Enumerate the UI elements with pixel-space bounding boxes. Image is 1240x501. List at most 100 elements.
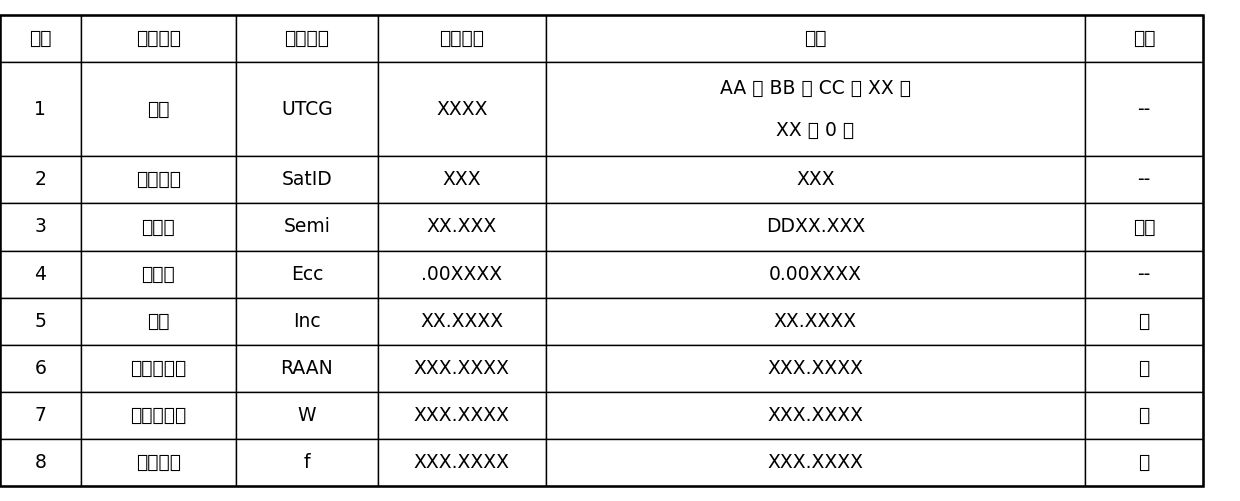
Text: SatID: SatID — [281, 170, 332, 189]
Text: 卫星编号: 卫星编号 — [135, 170, 181, 189]
Text: 度: 度 — [1138, 359, 1149, 378]
Bar — [546, 15, 1085, 62]
Bar — [546, 345, 1085, 392]
Bar — [0, 345, 81, 392]
Bar — [1085, 250, 1203, 298]
Bar — [236, 298, 378, 345]
Text: 1: 1 — [35, 100, 46, 119]
Text: 参数名称: 参数名称 — [135, 29, 181, 48]
Bar — [546, 62, 1085, 156]
Text: 偏心率: 偏心率 — [141, 265, 175, 284]
Bar — [0, 156, 81, 203]
Bar — [0, 62, 81, 156]
Text: UTCG: UTCG — [281, 100, 332, 119]
Bar — [0, 250, 81, 298]
Text: 6: 6 — [35, 359, 46, 378]
Text: AA 年 BB 月 CC 日 XX 时: AA 年 BB 月 CC 日 XX 时 — [719, 79, 911, 98]
Bar — [81, 345, 236, 392]
Bar — [378, 250, 546, 298]
Text: XXXX: XXXX — [436, 100, 487, 119]
Text: XXX.XXXX: XXX.XXXX — [768, 359, 863, 378]
Bar — [81, 392, 236, 439]
Bar — [236, 439, 378, 486]
Bar — [1085, 392, 1203, 439]
Bar — [1085, 439, 1203, 486]
Text: 度: 度 — [1138, 453, 1149, 472]
Bar — [1085, 298, 1203, 345]
Bar — [0, 15, 81, 62]
Text: 度: 度 — [1138, 312, 1149, 331]
Bar — [378, 392, 546, 439]
Bar — [81, 439, 236, 486]
Text: 升交点赤经: 升交点赤经 — [130, 359, 186, 378]
Bar — [378, 345, 546, 392]
Text: 单位: 单位 — [1132, 29, 1156, 48]
Bar — [236, 156, 378, 203]
Bar — [1085, 345, 1203, 392]
Text: XXX.XXXX: XXX.XXXX — [768, 406, 863, 425]
Bar — [546, 203, 1085, 250]
Bar — [378, 298, 546, 345]
Text: 5: 5 — [35, 312, 46, 331]
Text: --: -- — [1137, 100, 1151, 119]
Bar — [1085, 62, 1203, 156]
Text: --: -- — [1137, 265, 1151, 284]
Bar — [378, 15, 546, 62]
Bar — [546, 250, 1085, 298]
Text: 近地点幅角: 近地点幅角 — [130, 406, 186, 425]
Text: 序号: 序号 — [29, 29, 52, 48]
Bar — [0, 203, 81, 250]
Bar — [81, 15, 236, 62]
Text: 0.00XXXX: 0.00XXXX — [769, 265, 862, 284]
Text: f: f — [304, 453, 310, 472]
Text: Ecc: Ecc — [290, 265, 324, 284]
Bar — [378, 156, 546, 203]
Text: XXX.XXXX: XXX.XXXX — [414, 453, 510, 472]
Text: 数值: 数值 — [804, 29, 827, 48]
Text: XX 分 0 秒: XX 分 0 秒 — [776, 120, 854, 139]
Bar — [81, 298, 236, 345]
Text: 半长轴: 半长轴 — [141, 217, 175, 236]
Text: W: W — [298, 406, 316, 425]
Text: 倾角: 倾角 — [146, 312, 170, 331]
Text: 时间: 时间 — [146, 100, 170, 119]
Text: 参数代号: 参数代号 — [284, 29, 330, 48]
Bar — [81, 156, 236, 203]
Bar — [236, 62, 378, 156]
Bar — [378, 203, 546, 250]
Text: --: -- — [1137, 170, 1151, 189]
Bar — [546, 298, 1085, 345]
Text: XXX: XXX — [796, 170, 835, 189]
Text: 千米: 千米 — [1132, 217, 1156, 236]
Text: XX.XXXX: XX.XXXX — [774, 312, 857, 331]
Text: 度: 度 — [1138, 406, 1149, 425]
Bar — [236, 345, 378, 392]
Text: .00XXXX: .00XXXX — [422, 265, 502, 284]
Bar — [546, 439, 1085, 486]
Bar — [236, 15, 378, 62]
Bar — [378, 439, 546, 486]
Bar — [378, 62, 546, 156]
Bar — [546, 392, 1085, 439]
Bar — [0, 439, 81, 486]
Text: DDXX.XXX: DDXX.XXX — [765, 217, 866, 236]
Text: XXX: XXX — [443, 170, 481, 189]
Text: Inc: Inc — [293, 312, 321, 331]
Text: 参数格式: 参数格式 — [439, 29, 485, 48]
Bar — [1085, 203, 1203, 250]
Bar — [236, 250, 378, 298]
Text: 4: 4 — [35, 265, 46, 284]
Bar — [81, 62, 236, 156]
Bar — [0, 392, 81, 439]
Bar — [81, 203, 236, 250]
Text: XXX.XXXX: XXX.XXXX — [768, 453, 863, 472]
Text: 真近点角: 真近点角 — [135, 453, 181, 472]
Bar — [1085, 156, 1203, 203]
Bar — [1085, 15, 1203, 62]
Bar — [236, 392, 378, 439]
Bar — [0, 298, 81, 345]
Bar — [236, 203, 378, 250]
Text: 8: 8 — [35, 453, 46, 472]
Text: XX.XXX: XX.XXX — [427, 217, 497, 236]
Bar — [81, 250, 236, 298]
